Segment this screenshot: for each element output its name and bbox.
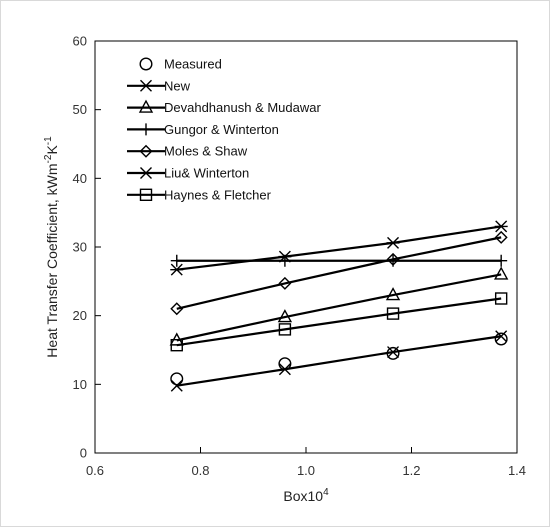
y-tick-label: 50 [73,102,87,117]
series-new [170,330,508,392]
data-point-moles-shaw [170,302,184,316]
data-point-moles-shaw [494,230,508,244]
data-point-new [495,330,508,343]
x-axis: 0.6 0.8 1.0 1.2 1.4 [86,447,526,478]
series-line-moles-shaw [176,236,502,310]
y-tick-label: 30 [73,240,87,255]
y-axis: 0 10 20 30 40 50 60 [73,34,101,461]
data-point-haynes-fletcher [494,292,508,305]
data-point-liu-winterton [494,220,508,233]
data-point-new [170,379,183,392]
data-point-liu-winterton [170,263,184,276]
legend-label: Gungor & Winterton [164,122,279,137]
legend-item-gungor-winterton: Gungor & Winterton [127,122,279,137]
legend-item-liu-winterton: Liu& Winterton [127,166,249,181]
legend-label: Liu& Winterton [164,166,249,181]
series-line-new [176,335,502,387]
data-point-haynes-fletcher [386,307,400,320]
legend-item-new: New [127,78,191,93]
x-tick-label: 1.4 [508,463,526,478]
series-haynes-fletcher [170,292,508,352]
legend-item-moles-shaw: Moles & Shaw [127,144,248,159]
x-tick-label: 0.6 [86,463,104,478]
x-tick-label: 1.0 [297,463,315,478]
legend-marker [138,99,154,113]
series-line-liu-winterton [176,225,502,271]
data-point-liu-winterton [386,236,400,249]
legend: Measured New Devahdhanush & Mudawar Gungor … [127,57,321,202]
legend-label: Measured [164,57,222,72]
data-point-haynes-fletcher [170,338,183,352]
series-moles-shaw [170,230,508,316]
x-tick-label: 0.8 [191,463,209,478]
legend-marker [139,144,153,158]
legend-label: Devahdhanush & Mudawar [164,100,321,115]
y-tick-label: 20 [73,308,87,323]
data-point-gungor-winterton [170,254,183,267]
legend-marker [139,188,153,202]
data-point-liu-winterton [278,250,292,263]
series-liu-winterton [170,220,508,276]
data-point-devahdhanush-mudawar [277,309,293,323]
legend-label: New [164,78,191,93]
legend-marker [139,57,153,71]
x-tick-label: 1.2 [402,463,420,478]
data-point-devahdhanush-mudawar [493,266,509,280]
legend-marker [140,123,152,136]
legend-item-devahdhanush-mudawar: Devahdhanush & Mudawar [127,99,321,115]
legend-marker [140,79,152,92]
legend-label: Haynes & Fletcher [164,187,272,202]
legend-item-measured: Measured [139,57,222,72]
data-point-devahdhanush-mudawar [385,287,401,301]
data-point-new [387,346,400,359]
y-axis-title: Heat Transfer Coefficient, kWm-2K-1 [43,136,60,358]
series-layer [169,220,509,392]
legend-label: Moles & Shaw [164,144,248,159]
legend-item-haynes-fletcher: Haynes & Fletcher [127,187,272,202]
data-point-moles-shaw [386,252,400,266]
series-devahdhanush-mudawar [169,266,509,346]
y-tick-label: 60 [73,34,87,49]
series-measured [170,332,508,386]
data-point-moles-shaw [278,276,292,290]
data-point-measured [494,332,508,346]
series-line-haynes-fletcher [176,297,502,347]
legend-marker [139,167,153,179]
y-tick-label: 0 [80,446,87,461]
x-axis-title: Box104 [283,487,329,504]
data-point-new [278,363,291,376]
y-tick-label: 40 [73,171,87,186]
data-point-haynes-fletcher [278,323,292,336]
data-point-gungor-winterton [495,254,508,267]
series-line-devahdhanush-mudawar [176,273,502,342]
y-tick-label: 10 [73,377,87,392]
data-point-measured [170,372,184,386]
